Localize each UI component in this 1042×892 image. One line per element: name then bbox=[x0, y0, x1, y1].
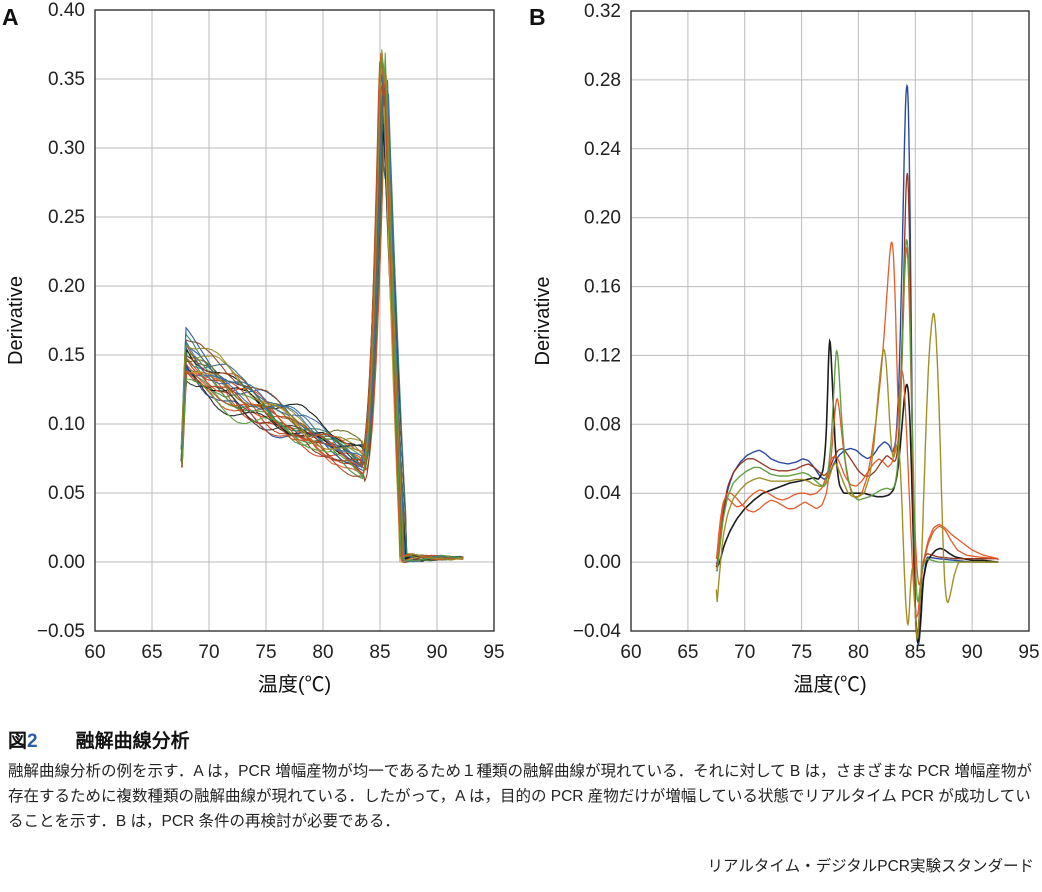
svg-text:85: 85 bbox=[905, 642, 926, 663]
svg-text:Derivative: Derivative bbox=[5, 276, 27, 365]
svg-text:−0.05: −0.05 bbox=[37, 621, 85, 642]
svg-text:85: 85 bbox=[369, 642, 390, 663]
svg-text:0.00: 0.00 bbox=[584, 552, 621, 573]
svg-text:温度(℃): 温度(℃) bbox=[258, 673, 331, 696]
svg-text:80: 80 bbox=[848, 642, 869, 663]
svg-text:70: 70 bbox=[734, 642, 755, 663]
svg-text:0.20: 0.20 bbox=[48, 276, 85, 297]
svg-text:A: A bbox=[2, 4, 19, 30]
svg-text:B: B bbox=[529, 4, 546, 30]
svg-text:0.16: 0.16 bbox=[584, 277, 621, 298]
svg-text:0.24: 0.24 bbox=[584, 139, 621, 160]
svg-text:−0.04: −0.04 bbox=[573, 621, 622, 642]
svg-text:0.04: 0.04 bbox=[584, 483, 621, 504]
svg-text:0.12: 0.12 bbox=[584, 345, 621, 366]
svg-text:Derivative: Derivative bbox=[532, 277, 554, 366]
svg-text:95: 95 bbox=[1018, 642, 1039, 663]
svg-text:0.10: 0.10 bbox=[48, 414, 85, 435]
svg-text:0.00: 0.00 bbox=[48, 552, 85, 573]
svg-text:75: 75 bbox=[255, 642, 276, 663]
svg-text:0.20: 0.20 bbox=[584, 208, 621, 229]
svg-text:0.40: 0.40 bbox=[48, 0, 85, 21]
svg-text:温度(℃): 温度(℃) bbox=[793, 673, 866, 696]
svg-text:70: 70 bbox=[198, 642, 219, 663]
svg-text:0.05: 0.05 bbox=[48, 483, 85, 504]
svg-text:0.15: 0.15 bbox=[48, 345, 85, 366]
svg-text:95: 95 bbox=[483, 642, 504, 663]
svg-text:60: 60 bbox=[620, 642, 641, 663]
svg-text:0.32: 0.32 bbox=[584, 1, 621, 22]
svg-text:0.25: 0.25 bbox=[48, 207, 85, 228]
svg-text:60: 60 bbox=[84, 642, 105, 663]
svg-text:65: 65 bbox=[677, 642, 698, 663]
svg-text:90: 90 bbox=[426, 642, 447, 663]
svg-text:0.30: 0.30 bbox=[48, 138, 85, 159]
svg-text:65: 65 bbox=[141, 642, 162, 663]
svg-text:90: 90 bbox=[962, 642, 983, 663]
svg-text:0.28: 0.28 bbox=[584, 70, 621, 91]
svg-text:75: 75 bbox=[791, 642, 812, 663]
svg-text:80: 80 bbox=[312, 642, 333, 663]
svg-text:0.35: 0.35 bbox=[48, 69, 85, 90]
svg-text:0.08: 0.08 bbox=[584, 414, 621, 435]
